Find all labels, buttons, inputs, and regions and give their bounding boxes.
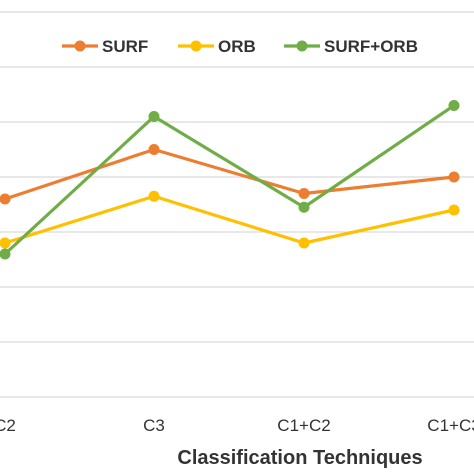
legend-swatch-marker [190, 40, 202, 52]
data-point [448, 100, 460, 111]
x-axis-label: Classification Techniques [177, 447, 422, 469]
data-point [298, 201, 310, 213]
legend-item: SURF+ORB [284, 37, 418, 56]
data-point [148, 111, 160, 122]
x-tick-label: C3 [143, 416, 165, 435]
legend: SURF ORB SURF+ORB [62, 37, 418, 56]
x-tick-label: C2 [0, 416, 16, 435]
data-point [0, 248, 11, 260]
data-point [298, 237, 310, 249]
legend-item: SURF [62, 37, 148, 56]
data-point [298, 188, 310, 199]
data-point [148, 190, 160, 202]
series-line-surf [4, 147, 455, 201]
legend-item: ORB [178, 37, 256, 56]
series-line-orb [4, 194, 455, 245]
data-point [448, 204, 460, 216]
series-group [0, 100, 460, 260]
legend-label: SURF+ORB [324, 37, 418, 56]
grid-lines [0, 11, 474, 398]
data-point [0, 237, 11, 249]
legend-label: ORB [218, 37, 256, 56]
series-line-surf-orb [3, 104, 455, 256]
data-point [148, 144, 160, 155]
x-tick-label: C1+C2 [277, 416, 330, 435]
data-point [448, 171, 460, 183]
x-tick-labels: C2 C3 C1+C2 C1+C3 [0, 416, 474, 435]
x-tick-label: C1+C3 [427, 416, 474, 435]
legend-swatch-marker [296, 40, 308, 52]
data-point [0, 193, 11, 205]
legend-label: SURF [102, 37, 148, 56]
legend-swatch-marker [74, 40, 86, 52]
